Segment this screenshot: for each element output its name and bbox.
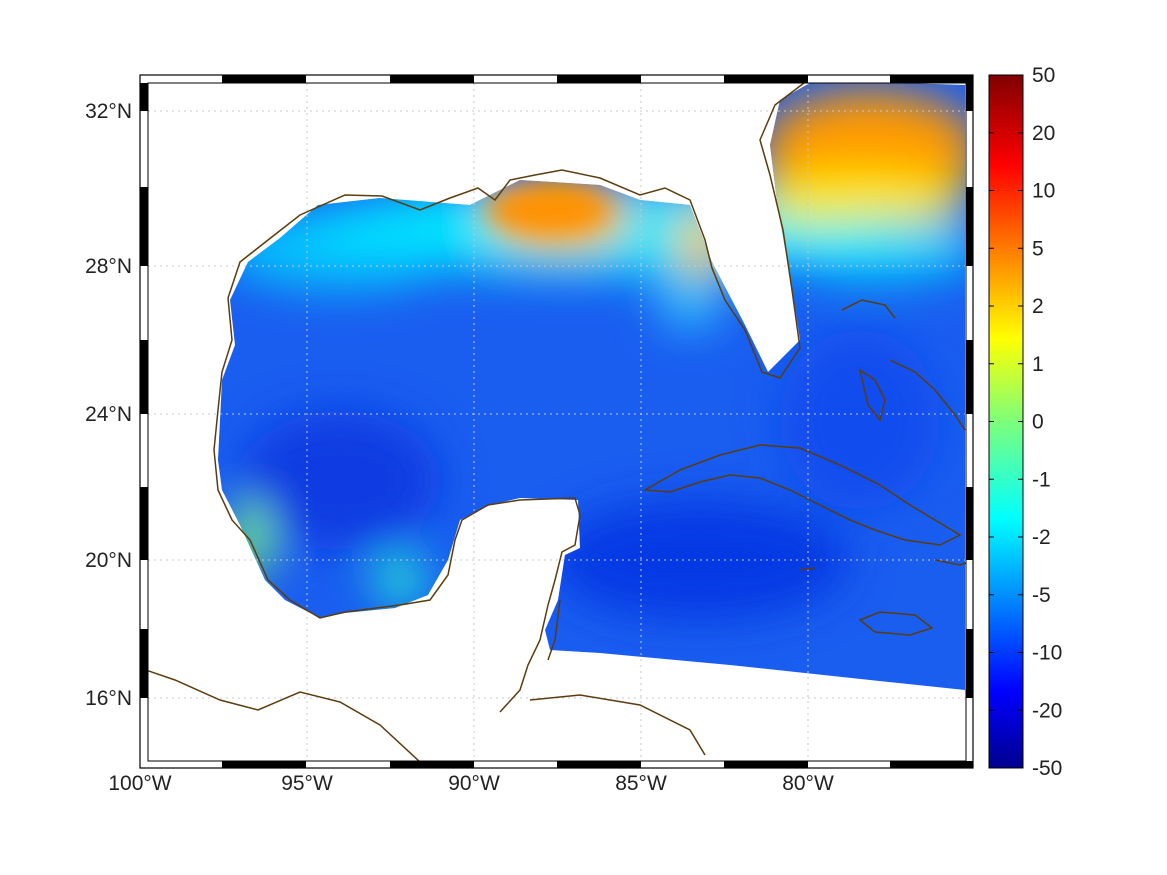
colorbar-label: 10 <box>1032 180 1055 203</box>
central-america-coast <box>148 669 421 761</box>
colorbar-label: 20 <box>1032 122 1055 145</box>
colorbar-label: -2 <box>1032 526 1051 549</box>
lat-label: 28°N <box>85 255 132 278</box>
honduras-coast <box>529 694 706 756</box>
lon-label: 95°W <box>281 772 333 795</box>
colorbar-gradient <box>988 74 1024 769</box>
lat-label: 20°N <box>85 549 132 572</box>
colorbar-label: -1 <box>1032 468 1051 491</box>
mexico-gulf-coast <box>213 297 581 713</box>
hispaniola-edge <box>934 559 966 566</box>
lat-label: 32°N <box>85 100 132 123</box>
colorbar-label: -20 <box>1032 699 1062 722</box>
colorbar-label: -10 <box>1032 642 1062 665</box>
bahamas-andros <box>858 368 886 422</box>
us-gulf-coast <box>227 83 806 379</box>
colorbar-label: 0 <box>1032 411 1044 434</box>
coastlines <box>148 83 966 761</box>
bahamas-chain <box>889 359 966 431</box>
colorbar-ticks <box>989 74 1023 769</box>
colorbar-label: 2 <box>1032 295 1044 318</box>
bahamas-grand <box>841 299 896 319</box>
cuba <box>642 444 962 546</box>
yucatan-east <box>547 599 561 661</box>
map-frame <box>139 74 974 769</box>
lon-label: 85°W <box>615 772 667 795</box>
lat-label: 24°N <box>85 403 132 426</box>
colorbar-label: -5 <box>1032 584 1051 607</box>
colorbar-label: -50 <box>1032 757 1062 780</box>
colorbar-label: 50 <box>1032 64 1055 87</box>
sea-level-field <box>218 83 965 690</box>
lon-label: 80°W <box>782 772 834 795</box>
cayman <box>799 567 816 571</box>
jamaica <box>858 611 934 636</box>
lon-label: 100°W <box>108 772 171 795</box>
longitude-labels: 100°W 95°W 90°W 85°W 80°W <box>108 772 834 795</box>
lon-label: 90°W <box>448 772 500 795</box>
lat-label: 16°N <box>85 687 132 710</box>
colorbar-label: 5 <box>1032 237 1044 260</box>
latitude-labels: 32°N 28°N 24°N 20°N 16°N <box>85 100 132 710</box>
colorbar-label: 1 <box>1032 353 1044 376</box>
